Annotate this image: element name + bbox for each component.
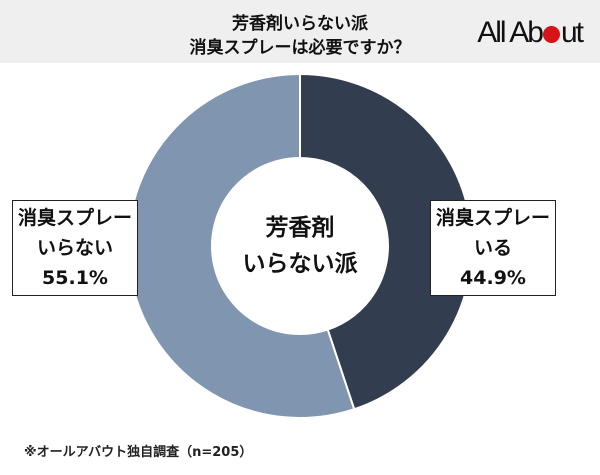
slice-value-label: 55.1% [42,267,108,289]
slice-label-line2: いる [473,237,512,259]
slice-value-label: 44.9% [460,267,526,289]
chart-title-line1: 芳香剤いらない派 [232,14,368,34]
allabout-logo: All Ab ut [477,16,584,49]
footnote: ※オールアバウト独自調査（n=205） [24,445,253,460]
slice-label-iru: 消臭スプレー いる 44.9% [430,200,556,296]
header-band: 芳香剤いらない派 消臭スプレーは必要ですか？ All Ab ut [0,0,600,63]
center-label: 芳香剤 いらない派 [200,210,400,282]
slice-label-line2: いらない [36,237,113,259]
donut-slice-0 [299,72,474,411]
donut-slice-1 [127,72,356,419]
slice-label-iranai: 消臭スプレー いらない 55.1% [12,200,138,296]
slice-label-line1: 消臭スプレー [435,207,550,229]
center-label-line2: いらない派 [242,251,358,277]
slice-label-line1: 消臭スプレー [17,207,132,229]
center-label-line1: 芳香剤 [265,215,335,241]
chart-title-line2: 消臭スプレーは必要ですか？ [189,38,411,58]
